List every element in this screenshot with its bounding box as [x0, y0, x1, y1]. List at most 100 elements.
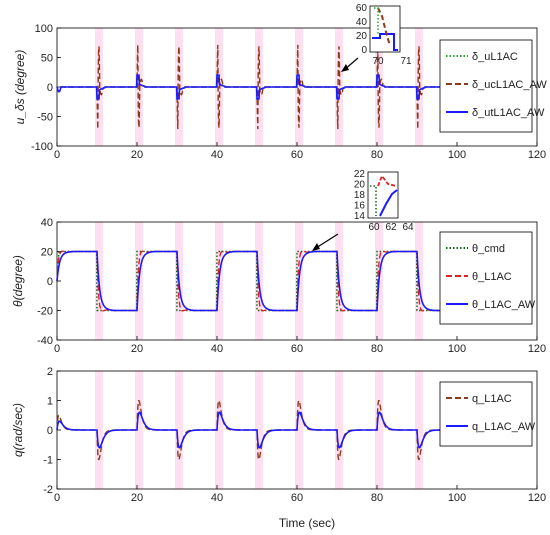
transition-shade	[135, 28, 143, 146]
x-tick-label: 60	[291, 149, 303, 161]
legend-box	[439, 231, 533, 325]
inset-y-tick: 18	[354, 190, 366, 201]
y-tick-label: 0	[47, 425, 53, 437]
y-axis-label: u_δs (degree)	[13, 50, 27, 125]
transition-shade	[415, 371, 423, 489]
y-axis-label: q(rad/sec)	[11, 403, 25, 457]
transition-shade	[255, 28, 263, 146]
x-tick-label: 0	[54, 492, 60, 504]
x-tick-label: 40	[211, 343, 223, 355]
legend-entry: q_L1AC	[472, 393, 512, 405]
transition-shade	[335, 28, 343, 146]
y-tick-label: -2	[43, 484, 53, 496]
y-tick-label: 50	[41, 53, 53, 65]
transition-shade	[375, 371, 383, 489]
legend-entry: δ_uL1AC	[472, 51, 518, 63]
inset-line	[379, 189, 398, 217]
inset-x-tick: 64	[402, 222, 414, 233]
transition-shade	[375, 28, 383, 146]
x-tick-label: 40	[211, 492, 223, 504]
x-tick-label: 120	[528, 149, 546, 161]
transition-shade	[135, 371, 143, 489]
y-tick-label: 0	[47, 276, 53, 288]
y-tick-label: -40	[37, 335, 53, 347]
inset-y-tick: 20	[356, 31, 368, 42]
x-tick-label: 120	[528, 492, 546, 504]
y-tick-label: 2	[47, 366, 53, 378]
x-tick-label: 100	[448, 343, 466, 355]
y-tick-label: -50	[37, 112, 53, 124]
panel-3: 0 20 40 60 80 100 120-2-1012q(rad/sec)q_L1ACq_…	[11, 366, 546, 504]
inset-line	[370, 185, 377, 216]
transition-shade	[95, 371, 103, 489]
transition-shade	[415, 28, 423, 146]
inset-y-tick: 40	[356, 17, 368, 28]
transition-shade	[255, 371, 263, 489]
series-line-3	[56, 250, 457, 312]
x-tick-label: 100	[448, 149, 466, 161]
x-tick-label: 80	[371, 492, 383, 504]
transition-shade	[295, 371, 303, 489]
x-tick-label: 20	[131, 149, 143, 161]
inset-line	[377, 7, 391, 47]
legend-entry: δ_utL1AC_AW	[472, 107, 545, 119]
series-line-2	[56, 411, 457, 449]
legend: δ_uL1AC δ_ucL1AC_AW δ_utL1AC_AW	[439, 39, 547, 133]
transition-shade	[215, 28, 223, 146]
x-tick-label: 60	[291, 492, 303, 504]
transition-shade	[295, 28, 303, 146]
y-tick-label: 20	[41, 247, 53, 259]
inset-box	[369, 5, 401, 53]
transition-shade	[215, 371, 223, 489]
panel-1: 0 20 40 60 80 100 120 -100 -50 0 50 100 u_δs (degree…	[13, 3, 547, 161]
inset-line	[377, 174, 397, 187]
y-tick-label: -1	[43, 455, 53, 467]
x-tick-label: 40	[211, 149, 223, 161]
x-tick-label: 100	[448, 492, 466, 504]
inset-y-tick: 14	[354, 211, 366, 222]
x-tick-label: 20	[131, 343, 143, 355]
transition-shade	[95, 28, 103, 146]
x-tick-label: 60	[291, 343, 303, 355]
inset-y-tick: 20	[354, 180, 366, 191]
transition-shade	[175, 28, 183, 146]
inset-y-tick: 0	[361, 45, 367, 56]
y-tick-label: 0	[47, 82, 53, 94]
x-tick-label: 0	[54, 343, 60, 355]
y-tick-label: 100	[35, 23, 53, 35]
y-tick-label: 1	[47, 396, 53, 408]
transition-shade	[175, 371, 183, 489]
inset-x-tick: 70	[372, 56, 384, 67]
inset-line	[374, 7, 379, 34]
y-tick-label: 40	[41, 217, 53, 229]
inset-x-tick: 71	[400, 56, 412, 67]
y-tick-label: -100	[31, 141, 53, 153]
y-tick-label: -20	[37, 306, 53, 318]
inset-x-tick: 60	[368, 222, 380, 233]
x-tick-label: 0	[54, 149, 60, 161]
x-axis-label: Time (sec)	[279, 516, 335, 530]
inset-y-tick: 60	[356, 3, 368, 14]
legend: q_L1AC q_L1AC_AW	[439, 381, 536, 447]
legend-entry: δ_ucL1AC_AW	[472, 79, 547, 91]
x-tick-label: 20	[131, 492, 143, 504]
x-tick-label: 80	[371, 149, 383, 161]
inset-arrowhead	[312, 243, 320, 251]
inset-arrow	[315, 233, 339, 249]
legend: θ_cmd θ_L1AC θ_L1AC_AW	[439, 231, 536, 325]
inset-y-tick: 22	[354, 169, 366, 180]
inset-x-tick: 62	[385, 222, 397, 233]
legend-entry: θ_L1AC_AW	[472, 299, 536, 311]
legend-box	[439, 39, 533, 133]
x-tick-label: 120	[528, 343, 546, 355]
legend-entry: θ_cmd	[472, 243, 505, 255]
legend-box	[439, 381, 533, 447]
inset-arrowhead	[341, 64, 349, 72]
legend-entry: q_L1AC_AW	[472, 421, 536, 433]
inset: 0 20 40 60 70 71	[341, 3, 412, 72]
inset-y-tick: 16	[354, 201, 366, 212]
transition-shade	[335, 371, 343, 489]
series-line-3	[56, 74, 458, 100]
